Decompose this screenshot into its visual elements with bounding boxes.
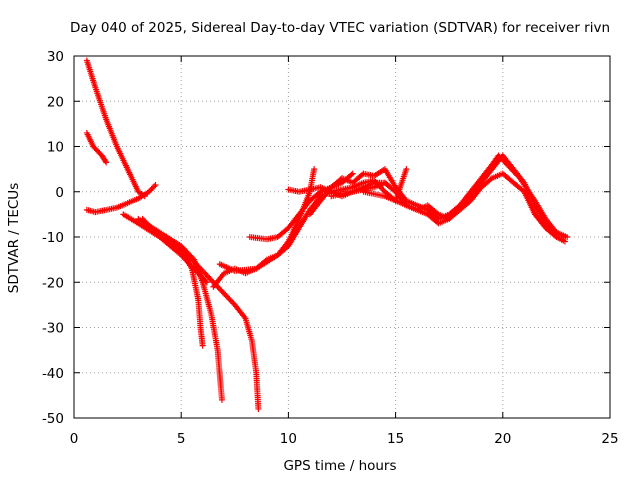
y-tick-label: 30 — [47, 49, 64, 65]
series-arc-5 — [135, 215, 225, 403]
y-tick-label: -30 — [42, 321, 64, 337]
y-tick-label: 20 — [47, 94, 64, 110]
series-arc-2 — [83, 181, 159, 216]
data-markers — [83, 57, 148, 200]
data-markers — [146, 224, 262, 412]
y-tick-label: -10 — [42, 230, 64, 246]
series-arc-3 — [83, 129, 110, 166]
y-axis-label: SDTVAR / TECUs — [6, 183, 22, 293]
chart-title: Day 040 of 2025, Sidereal Day-to-day VTE… — [70, 20, 610, 36]
series-arc-14 — [360, 152, 568, 240]
y-tick-label: 10 — [47, 140, 64, 156]
x-axis-label: GPS time / hours — [283, 458, 396, 474]
y-tick-label: -20 — [42, 275, 64, 291]
series-arc-6 — [146, 224, 262, 412]
x-tick-label: 20 — [494, 431, 511, 447]
y-tick-label: 0 — [55, 185, 64, 201]
x-tick-label: 5 — [177, 431, 186, 447]
data-markers — [139, 215, 210, 286]
x-tick-label: 25 — [601, 431, 618, 447]
axis-ticks: 0 5 10 15 20 25 30 20 10 0 -10 -20 -30 -40 -50 — [42, 49, 619, 447]
data-markers — [83, 181, 159, 216]
data-markers — [83, 129, 110, 166]
x-tick-label: 10 — [280, 431, 297, 447]
data-layer — [83, 57, 571, 412]
x-tick-label: 0 — [70, 431, 79, 447]
grid — [74, 56, 610, 418]
series-arc-1 — [83, 57, 148, 200]
y-tick-label: -50 — [42, 411, 64, 427]
series-arc-7 — [139, 215, 210, 286]
y-tick-label: -40 — [42, 366, 64, 382]
data-markers — [135, 215, 225, 403]
x-tick-label: 15 — [387, 431, 404, 447]
